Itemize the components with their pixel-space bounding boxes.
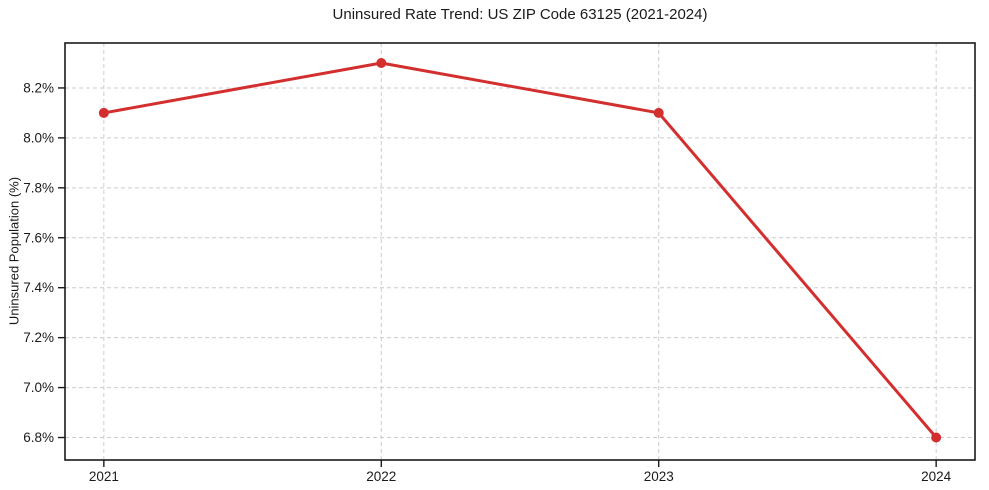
y-tick-label: 7.8% [23, 180, 54, 195]
y-tick-label: 7.6% [23, 230, 54, 245]
y-tick-label: 6.8% [23, 430, 54, 445]
data-point-2021 [98, 107, 109, 118]
y-tick-label: 7.2% [23, 330, 54, 345]
x-tick-label: 2022 [366, 469, 396, 484]
y-tick-label: 7.0% [23, 380, 54, 395]
y-tick-label: 8.2% [23, 80, 54, 95]
data-point-2024 [931, 432, 942, 443]
plot-border [64, 42, 976, 461]
x-tick-label: 2023 [644, 469, 674, 484]
data-point-2022 [376, 57, 387, 68]
trend-line [102, 61, 938, 440]
y-tick-label: 7.4% [23, 280, 54, 295]
data-point-2023 [653, 107, 664, 118]
x-tick-label: 2021 [89, 469, 119, 484]
y-tick-label: 8.0% [23, 130, 54, 145]
chart-title: Uninsured Rate Trend: US ZIP Code 63125 … [332, 6, 708, 23]
x-tick-label: 2024 [921, 469, 952, 484]
